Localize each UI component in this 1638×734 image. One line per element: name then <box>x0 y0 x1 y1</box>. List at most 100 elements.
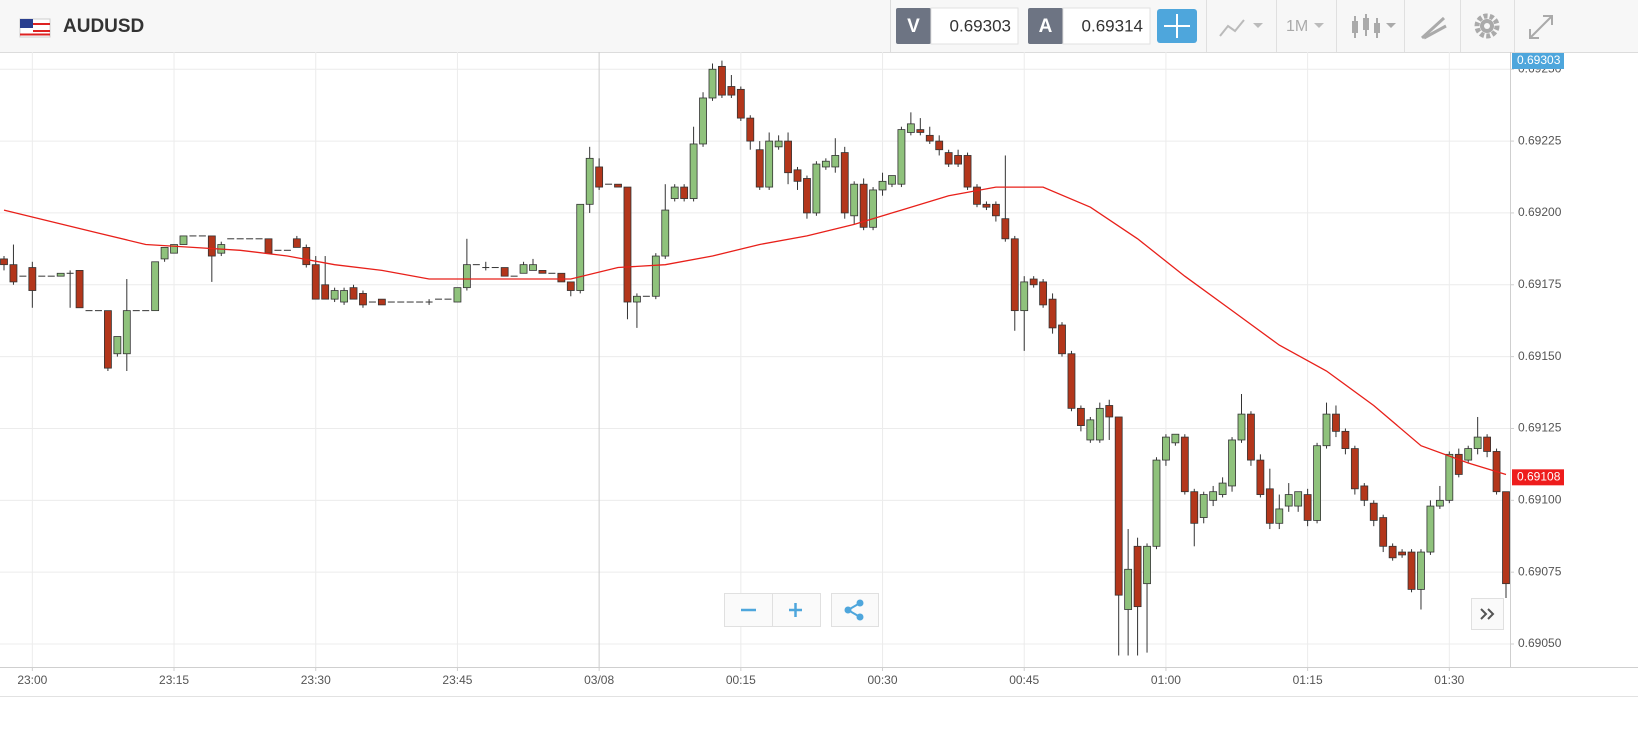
candle-body <box>765 140 774 188</box>
price-label-box <box>1512 53 1564 69</box>
candle-body <box>1199 494 1208 518</box>
candle-body <box>9 264 18 283</box>
x-tick-label: 01:00 <box>1151 673 1181 687</box>
candle-body <box>1218 482 1227 495</box>
candle-body <box>170 244 178 254</box>
candle-body <box>179 235 188 245</box>
candle-body <box>718 65 726 96</box>
price-label: 0.69108 <box>1517 469 1561 483</box>
candle-body <box>850 183 859 217</box>
draw-tool[interactable] <box>1420 16 1447 40</box>
candle-body <box>1502 491 1510 585</box>
candle-body <box>1162 436 1170 461</box>
candle-body <box>340 290 348 303</box>
candle-body <box>1332 413 1340 432</box>
ask-box[interactable] <box>1062 7 1151 45</box>
candle-body <box>1039 281 1048 306</box>
candle-body <box>1454 453 1463 475</box>
x-tick-label: 23:45 <box>442 673 472 687</box>
candle-body <box>1435 499 1444 507</box>
candle-body <box>151 261 160 312</box>
fullscreen-button[interactable] <box>1529 15 1553 39</box>
candle-body <box>897 129 906 185</box>
settings-button[interactable] <box>1474 13 1500 39</box>
candle-body <box>1313 445 1321 521</box>
candle-body <box>519 264 528 274</box>
candle-body <box>576 203 585 291</box>
candle-body <box>1417 551 1425 590</box>
plot-area <box>0 60 1510 656</box>
candle-body <box>1464 448 1473 461</box>
share-button[interactable] <box>831 593 879 627</box>
candle-body <box>1180 436 1189 493</box>
candle-body <box>1058 324 1066 355</box>
candle-body <box>869 189 877 228</box>
candle-body <box>1152 459 1161 547</box>
candle-body <box>566 281 575 291</box>
candle-body <box>1171 433 1180 444</box>
bid-label: V <box>907 16 920 37</box>
indicator-menu[interactable] <box>1219 19 1263 37</box>
candle-body <box>1124 568 1133 610</box>
candle-body <box>888 175 896 185</box>
x-tick-label: 03/08 <box>584 673 614 687</box>
candle-body <box>1379 517 1388 547</box>
average-line <box>3 186 1507 476</box>
x-tick-label: 23:15 <box>159 673 189 687</box>
y-tick-label: 0.69050 <box>1518 636 1562 650</box>
candle-body <box>812 163 821 214</box>
bid-box[interactable] <box>930 7 1019 45</box>
candle-body <box>727 86 736 96</box>
zoom-out-button[interactable] <box>724 593 773 627</box>
scroll-right-button[interactable] <box>1471 598 1504 630</box>
candle-body <box>500 267 509 277</box>
crosshair-button[interactable] <box>1157 9 1197 43</box>
candle-body <box>557 272 566 283</box>
candle-body <box>1143 545 1151 585</box>
candle-body <box>302 247 311 266</box>
grid <box>0 52 1510 667</box>
timeframe[interactable]: 1M <box>1286 18 1308 35</box>
candle-body <box>56 272 65 277</box>
x-tick-label: 00:30 <box>868 673 898 687</box>
candle-body <box>840 152 849 214</box>
candle-body <box>699 97 707 145</box>
candle-body <box>1190 491 1199 524</box>
bid-button[interactable] <box>896 8 931 44</box>
candle-body <box>1247 413 1255 461</box>
candle-body <box>954 155 963 165</box>
candle-body <box>264 238 273 254</box>
candle-body <box>292 238 301 248</box>
timeframe-arrow <box>1314 23 1324 28</box>
chart-type-menu[interactable] <box>1352 14 1396 38</box>
x-tick-label: 01:30 <box>1434 673 1464 687</box>
candle-body <box>1341 430 1350 449</box>
candle-body <box>104 310 112 369</box>
candle-body <box>821 160 830 168</box>
candle-body <box>651 255 660 297</box>
y-tick-label: 0.69100 <box>1518 492 1562 506</box>
candle-body <box>963 155 972 188</box>
y-tick-label: 0.69225 <box>1518 133 1562 147</box>
candle-body <box>982 203 991 208</box>
candle-body <box>1265 488 1274 524</box>
candle-body <box>1237 413 1246 441</box>
candle-body <box>793 169 802 182</box>
x-tick-label: 01:15 <box>1293 673 1323 687</box>
candle-body <box>784 140 792 174</box>
zoom-in-button[interactable] <box>772 593 821 627</box>
candle-body <box>1284 494 1293 507</box>
candle-body <box>689 143 698 199</box>
ask-price: 0.69314 <box>1082 16 1143 35</box>
candle-body <box>1360 485 1369 501</box>
ask-button[interactable] <box>1028 8 1063 44</box>
y-tick-label: 0.69200 <box>1518 205 1562 219</box>
candle-body <box>831 155 840 168</box>
candle-body <box>1369 502 1378 521</box>
candle-body <box>623 186 632 303</box>
candle-body <box>991 203 1000 217</box>
candle-body <box>736 88 745 119</box>
candle-body <box>529 264 537 271</box>
x-tick-label: 00:45 <box>1009 673 1039 687</box>
